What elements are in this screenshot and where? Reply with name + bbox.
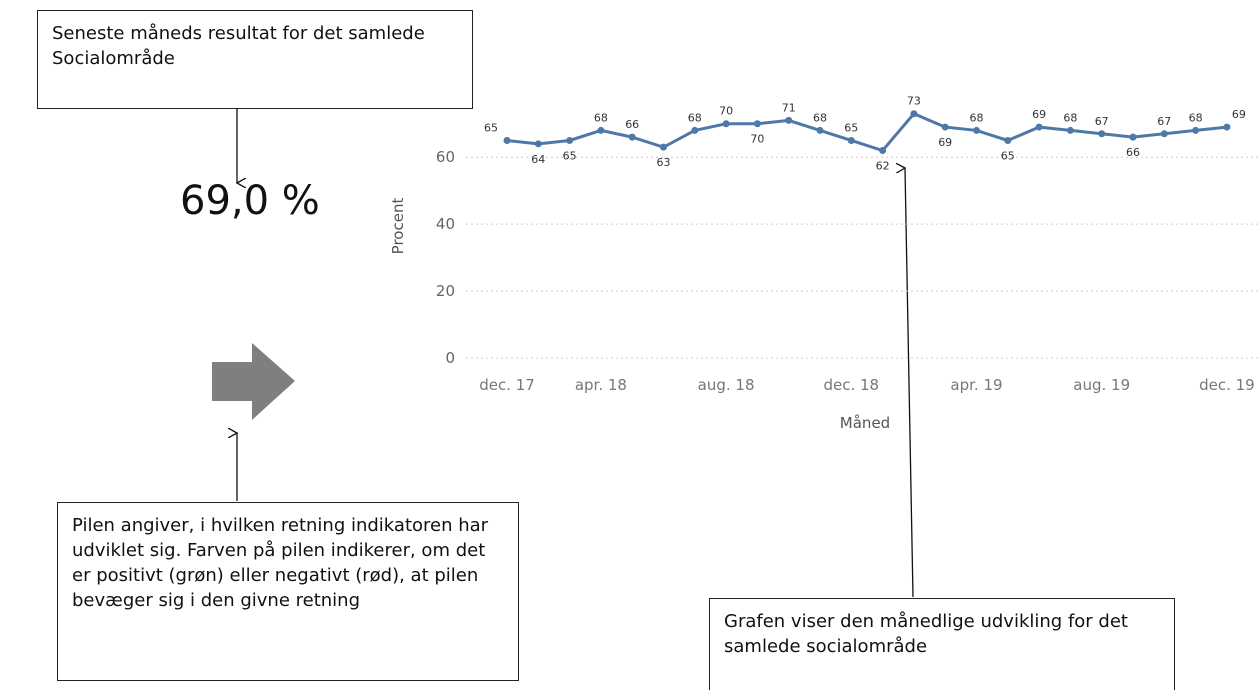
- y-tick-label: 20: [436, 282, 455, 300]
- y-tick-label: 40: [436, 215, 455, 233]
- data-label: 68: [1063, 111, 1077, 124]
- point: [910, 110, 918, 118]
- point: [753, 120, 761, 128]
- x-tick-label: apr. 18: [575, 376, 627, 394]
- point: [566, 136, 574, 144]
- point: [1192, 126, 1200, 134]
- x-tick-label: apr. 19: [950, 376, 1002, 394]
- data-label: 68: [813, 111, 827, 124]
- data-label: 66: [625, 118, 639, 131]
- data-label: 70: [719, 105, 733, 118]
- point: [1035, 123, 1043, 131]
- point: [973, 126, 980, 134]
- data-label: 70: [750, 133, 764, 146]
- point: [722, 120, 730, 128]
- point: [847, 136, 855, 144]
- point: [816, 126, 824, 134]
- point: [534, 140, 542, 148]
- data-label: 73: [907, 95, 921, 108]
- arrow-annotation: Pilen angiver, i hvilken retning indikat…: [57, 502, 519, 681]
- data-label: 65: [844, 121, 858, 134]
- y-axis-label: Procent: [389, 198, 407, 255]
- x-tick-label: dec. 17: [479, 376, 535, 394]
- point: [879, 147, 887, 155]
- data-label: 64: [531, 153, 545, 166]
- point: [628, 133, 636, 141]
- y-tick-label: 0: [445, 349, 455, 367]
- data-label: 65: [1001, 149, 1015, 162]
- data-label: 67: [1157, 115, 1171, 128]
- point: [941, 123, 949, 131]
- point: [691, 126, 699, 134]
- point: [503, 136, 511, 144]
- data-label: 65: [563, 149, 577, 162]
- x-tick-label: dec. 18: [823, 376, 879, 394]
- point: [1129, 133, 1137, 141]
- data-label: 68: [1189, 111, 1203, 124]
- x-tick-label: aug. 19: [1073, 376, 1130, 394]
- point: [1160, 130, 1168, 138]
- y-tick-label: 60: [436, 148, 455, 166]
- data-label: 63: [657, 156, 671, 169]
- data-label: 65: [484, 121, 498, 134]
- data-label: 69: [938, 136, 952, 149]
- x-tick-label: aug. 18: [698, 376, 755, 394]
- result-annotation: Seneste måneds resultat for det samlede …: [37, 10, 473, 109]
- point: [1066, 126, 1074, 134]
- data-label: 68: [688, 111, 702, 124]
- point: [1004, 136, 1012, 144]
- point: [785, 116, 793, 124]
- point: [660, 143, 667, 151]
- point: [597, 126, 605, 134]
- line: [506, 111, 1228, 153]
- data-label: 66: [1126, 146, 1140, 159]
- data-label: 69: [1032, 108, 1046, 121]
- data-label: 67: [1095, 115, 1109, 128]
- kpi-value: 69,0 %: [180, 178, 320, 224]
- x-axis-label: Måned: [840, 414, 890, 432]
- x-tick-label: dec. 19: [1199, 376, 1255, 394]
- data-label: 68: [594, 111, 608, 124]
- point: [1098, 130, 1106, 138]
- chart-annotation: Grafen viser den månedlige udvikling for…: [709, 598, 1175, 690]
- data-label: 68: [970, 111, 984, 124]
- data-label: 62: [876, 160, 890, 173]
- data-label: 71: [782, 101, 796, 114]
- point: [1223, 123, 1231, 131]
- data-label: 69: [1232, 108, 1246, 121]
